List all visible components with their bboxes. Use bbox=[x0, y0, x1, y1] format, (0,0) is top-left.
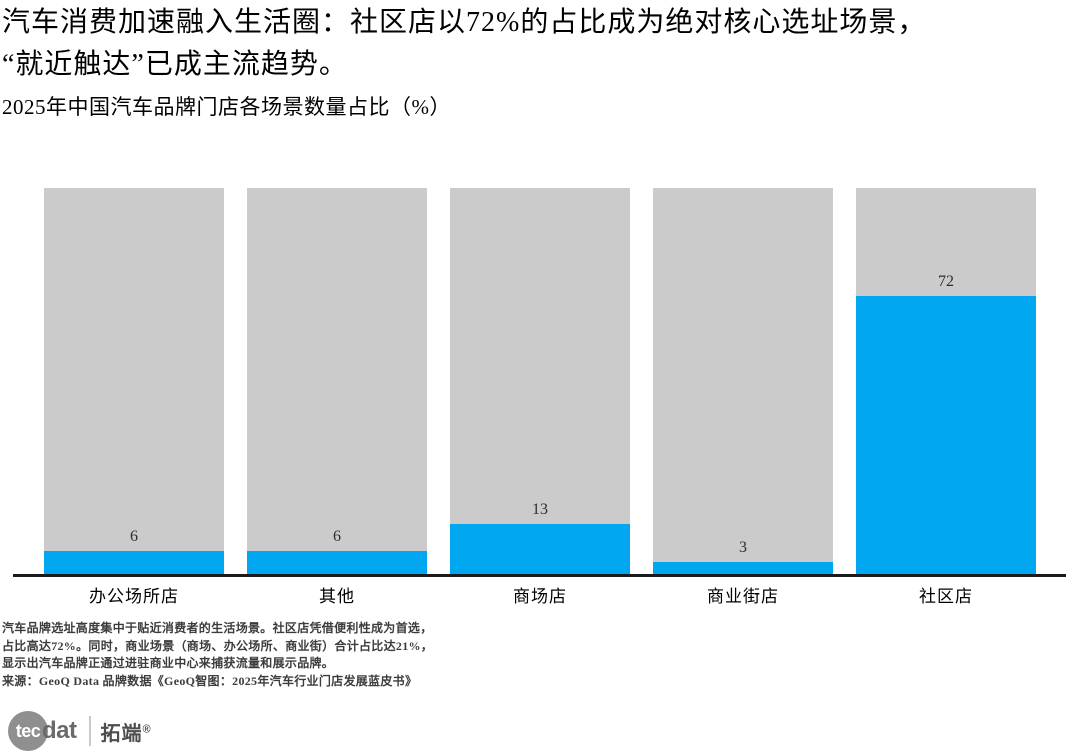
bar-fill bbox=[44, 550, 224, 574]
x-axis-tick-label: 商业街店 bbox=[707, 587, 779, 606]
bar-chart-plot-area: 6 6 13 3 72 bbox=[44, 188, 1036, 574]
headline-line-2: “就近触达”已成主流趋势。 bbox=[2, 49, 348, 80]
bar-fill bbox=[247, 550, 427, 574]
bar-value-label: 3 bbox=[739, 539, 747, 557]
source-line: 来源：GeoQ Data 品牌数据《GeoQ智图：2025年汽车行业门店发展蓝皮… bbox=[2, 673, 418, 688]
tecdat-logo: tec dat 拓端® bbox=[8, 711, 152, 751]
bar-value-label: 6 bbox=[333, 527, 341, 545]
bar-background bbox=[450, 188, 630, 574]
bar-fill bbox=[856, 296, 1036, 574]
bar-value-label: 72 bbox=[938, 273, 954, 291]
bar-fill bbox=[653, 562, 833, 574]
x-axis-tick-label: 其他 bbox=[319, 587, 355, 606]
footnote-line: 汽车品牌选址高度集中于贴近消费者的生活场景。社区店凭借便利性成为首选， bbox=[2, 621, 433, 635]
bar-background bbox=[247, 188, 427, 574]
logo-suffix-text: dat bbox=[42, 717, 77, 744]
x-axis-line bbox=[13, 574, 1066, 577]
headline-line-1: 汽车消费加速融入生活圈：社区店以72%的占比成为绝对核心选址场景， bbox=[2, 7, 927, 38]
bar-value-label: 13 bbox=[532, 500, 548, 518]
logo-circle-text: tec bbox=[15, 720, 41, 741]
registered-mark: ® bbox=[142, 722, 152, 735]
footnote-block: 汽车品牌选址高度集中于贴近消费者的生活场景。社区店凭借便利性成为首选， 占比高达… bbox=[2, 620, 433, 690]
footnote-line: 显示出汽车品牌正通过进驻商业中心来捕获流量和展示品牌。 bbox=[2, 656, 335, 670]
bar-group: 6 bbox=[247, 188, 427, 574]
x-axis-tick-label: 商场店 bbox=[513, 587, 567, 606]
bar-value-label: 6 bbox=[130, 527, 138, 545]
x-axis-labels: 办公场所店 其他 商场店 商业街店 社区店 bbox=[44, 582, 1036, 607]
bar-group: 3 bbox=[653, 188, 833, 574]
bar-background bbox=[653, 188, 833, 574]
header: 汽车消费加速融入生活圈：社区店以72%的占比成为绝对核心选址场景， “就近触达”… bbox=[2, 2, 1042, 121]
logo-divider bbox=[88, 716, 91, 746]
bar-background bbox=[44, 188, 224, 574]
logo-cjk-text: 拓端® bbox=[100, 722, 152, 745]
logo-circle: tec bbox=[8, 711, 48, 751]
bar-group: 13 bbox=[450, 188, 630, 574]
chart-headline: 汽车消费加速融入生活圈：社区店以72%的占比成为绝对核心选址场景， “就近触达”… bbox=[2, 2, 1042, 86]
x-axis-tick-label: 办公场所店 bbox=[89, 587, 179, 606]
x-axis-tick-label: 社区店 bbox=[919, 587, 973, 606]
bar-group: 72 bbox=[856, 188, 1036, 574]
footnote-line: 占比高达72%。同时，商业场景（商场、办公场所、商业街）合计占比达21%， bbox=[2, 638, 434, 653]
bar-group: 6 bbox=[44, 188, 224, 574]
bar-fill bbox=[450, 523, 630, 574]
chart-subtitle: 2025年中国汽车品牌门店各场景数量占比（%） bbox=[2, 95, 451, 119]
